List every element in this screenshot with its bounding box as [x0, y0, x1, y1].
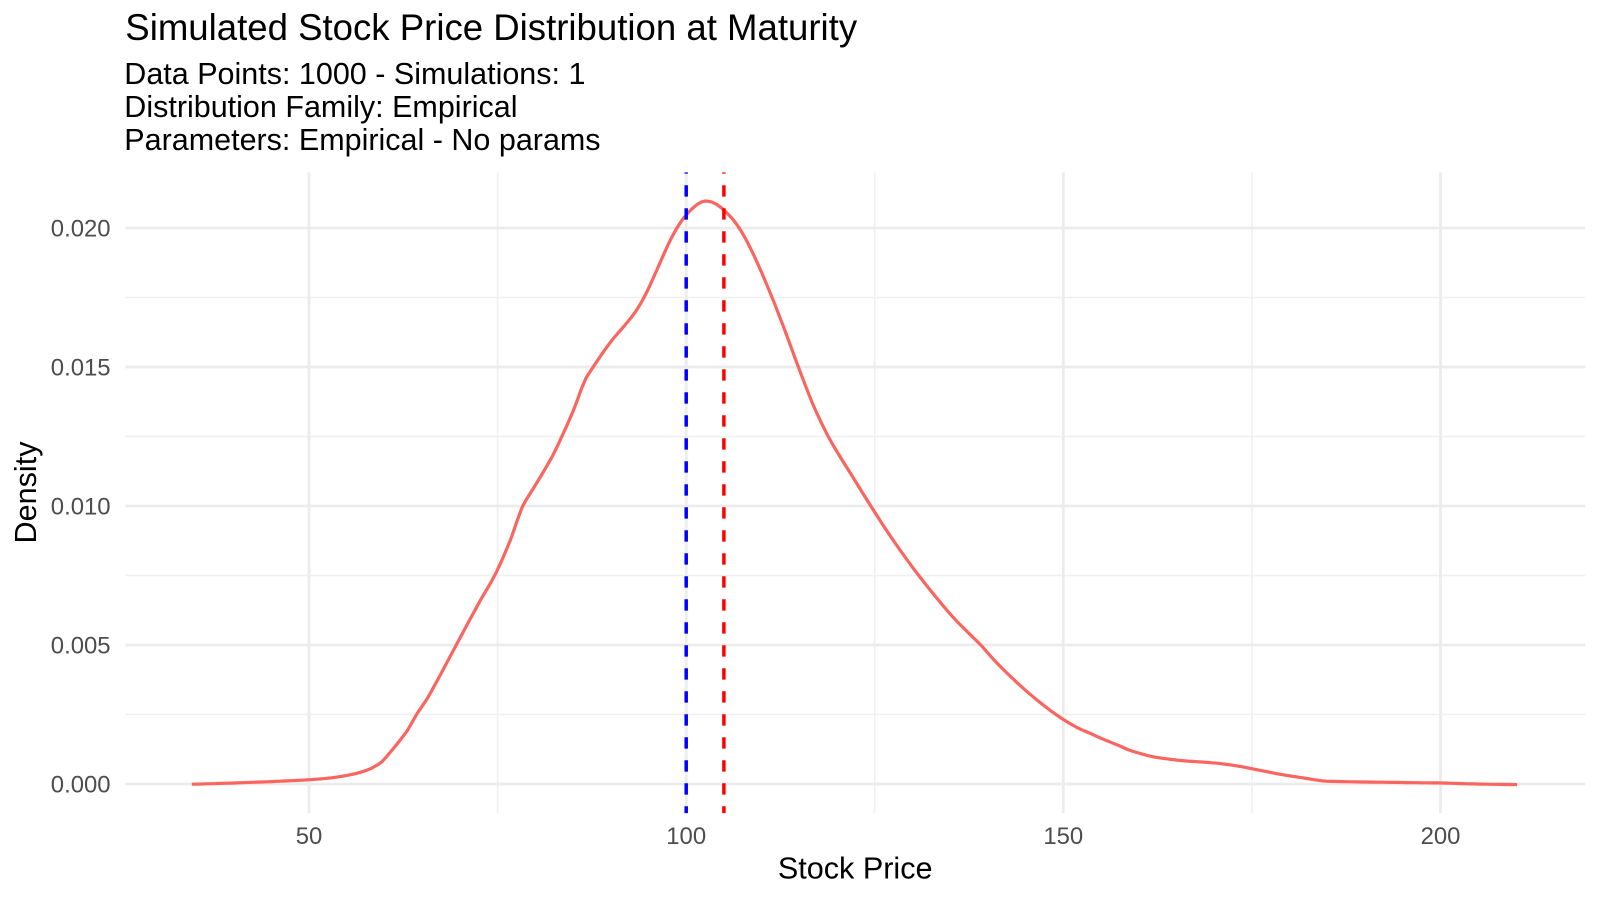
svg-text:50: 50	[296, 823, 323, 850]
svg-text:Data Points: 1000 - Simulation: Data Points: 1000 - Simulations: 1	[124, 57, 585, 91]
svg-text:Parameters: Empirical - No par: Parameters: Empirical - No params	[124, 123, 600, 157]
svg-text:Density: Density	[9, 441, 43, 544]
svg-text:0.005: 0.005	[51, 632, 111, 659]
svg-text:Distribution Family: Empirical: Distribution Family: Empirical	[124, 90, 517, 124]
svg-text:100: 100	[666, 823, 706, 850]
svg-text:150: 150	[1043, 823, 1083, 850]
svg-text:200: 200	[1421, 823, 1461, 850]
svg-text:Stock Price: Stock Price	[778, 851, 933, 885]
svg-text:0.000: 0.000	[51, 771, 111, 798]
svg-text:0.020: 0.020	[51, 215, 111, 242]
svg-text:0.015: 0.015	[51, 354, 111, 381]
svg-text:Simulated Stock Price Distribu: Simulated Stock Price Distribution at Ma…	[125, 7, 858, 48]
svg-text:0.010: 0.010	[51, 493, 111, 520]
